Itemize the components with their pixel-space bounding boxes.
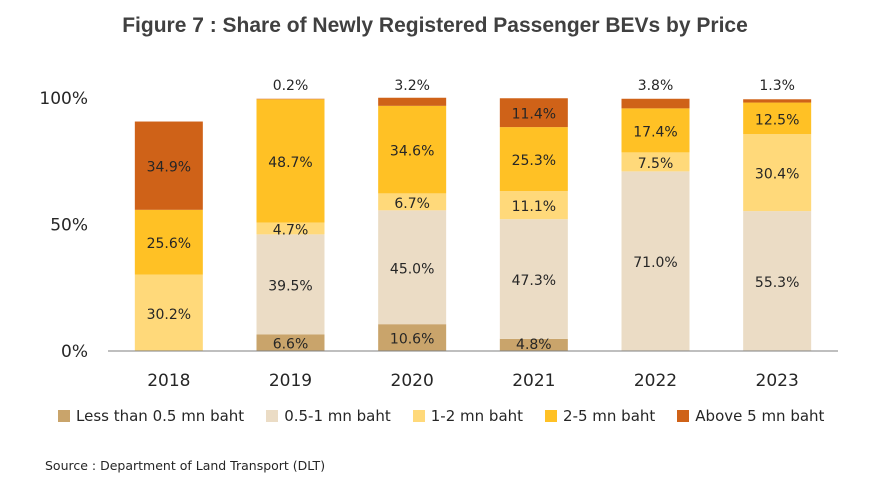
data-label: 45.0% xyxy=(390,261,434,277)
data-label: 11.4% xyxy=(512,107,556,123)
x-tick-label: 2022 xyxy=(634,371,677,391)
data-label: 47.3% xyxy=(512,273,556,289)
legend-label: 0.5-1 mn baht xyxy=(284,407,391,425)
data-label: 25.3% xyxy=(512,153,556,169)
data-label: 71.0% xyxy=(633,255,677,271)
source-note: Source : Department of Land Transport (D… xyxy=(45,458,326,473)
legend-swatch xyxy=(677,410,690,422)
bar-segment xyxy=(134,274,203,351)
axis-layer: 2018 2019 2020 2021 2022 2023 0% 50% 100% xyxy=(39,89,838,391)
data-label: 30.2% xyxy=(147,307,191,323)
bar-segment xyxy=(743,102,812,135)
legend-swatch xyxy=(58,410,70,422)
data-label: 55.3% xyxy=(755,275,799,291)
x-tick-label: 2018 xyxy=(147,371,190,391)
data-label: 3.8% xyxy=(638,78,674,94)
data-label: 12.5% xyxy=(755,112,799,128)
stacked-bar-chart: 30.2% 25.6% 34.9% 6.6% 39.5% 4.7% 48.7% 0.2% 10.… xyxy=(39,78,838,391)
data-label: 17.4% xyxy=(633,124,677,140)
legend-item: 1-2 mn baht xyxy=(412,407,524,425)
y-tick-label: 50% xyxy=(50,216,88,236)
y-tick-label: 0% xyxy=(61,342,88,362)
bar-segment xyxy=(621,108,690,153)
bar-segment xyxy=(256,234,325,335)
bar-segment xyxy=(378,193,447,211)
bar-segment xyxy=(499,191,568,220)
bar-segment xyxy=(621,171,690,351)
legend-label: Less than 0.5 mn baht xyxy=(76,407,245,425)
legend-swatch xyxy=(412,410,425,422)
bar-segment xyxy=(256,334,325,351)
bar-segment xyxy=(743,99,812,103)
bar-segment xyxy=(743,211,812,351)
bar-segment xyxy=(378,324,447,351)
legend-swatch xyxy=(266,410,279,422)
legend-label: Above 5 mn baht xyxy=(695,407,825,425)
legend-swatch xyxy=(545,410,558,422)
data-label: 34.6% xyxy=(390,144,434,160)
bar-segment xyxy=(743,134,812,212)
data-label: 10.6% xyxy=(390,332,434,348)
bar-segment xyxy=(256,99,325,223)
data-label: 34.9% xyxy=(147,160,191,176)
bar-segment xyxy=(134,209,203,275)
bar-segment xyxy=(256,98,325,100)
bar-segment xyxy=(499,127,568,192)
bar-segment xyxy=(256,222,325,235)
y-tick-label: 100% xyxy=(39,89,88,109)
x-tick-label: 2020 xyxy=(391,371,434,391)
data-label: 6.6% xyxy=(273,337,309,353)
bar-segment xyxy=(134,121,203,210)
chart-title: Figure 7 : Share of Newly Registered Pas… xyxy=(122,14,748,37)
legend-item: Less than 0.5 mn baht xyxy=(58,407,244,425)
bar-segment xyxy=(378,97,447,106)
data-label: 25.6% xyxy=(147,236,191,252)
legend-label: 1-2 mn baht xyxy=(430,407,524,425)
data-label: 48.7% xyxy=(268,155,312,171)
data-labels-layer: 30.2% 25.6% 34.9% 6.6% 39.5% 4.7% 48.7% 0.2% 10.… xyxy=(147,78,800,353)
data-label: 4.7% xyxy=(273,222,309,238)
x-tick-label: 2021 xyxy=(512,371,555,391)
data-label: 0.2% xyxy=(273,78,309,94)
data-label: 6.7% xyxy=(394,196,430,212)
bar-segment xyxy=(378,210,447,325)
data-label: 11.1% xyxy=(512,199,556,215)
bar-segment xyxy=(378,105,447,194)
legend-item: 0.5-1 mn baht xyxy=(266,407,391,425)
legend-label: 2-5 mn baht xyxy=(563,407,656,425)
x-tick-label: 2019 xyxy=(269,371,312,391)
x-tick-label: 2023 xyxy=(756,371,799,391)
bars-layer xyxy=(134,97,812,351)
bar-segment xyxy=(621,98,690,109)
bar-segment xyxy=(499,98,568,128)
legend: Less than 0.5 mn baht 0.5-1 mn baht 1-2 mn… xyxy=(58,407,858,425)
bar-segment xyxy=(621,152,690,172)
data-label: 3.2% xyxy=(394,78,430,94)
bar-segment xyxy=(499,219,568,339)
data-label: 4.8% xyxy=(516,337,552,353)
data-label: 39.5% xyxy=(268,278,312,294)
legend-item: 2-5 mn baht xyxy=(545,407,655,425)
bar-segment xyxy=(499,338,568,351)
data-label: 30.4% xyxy=(755,167,799,183)
data-label: 1.3% xyxy=(759,78,795,94)
data-label: 7.5% xyxy=(638,156,674,172)
legend-item: Above 5 mn baht xyxy=(677,407,824,425)
